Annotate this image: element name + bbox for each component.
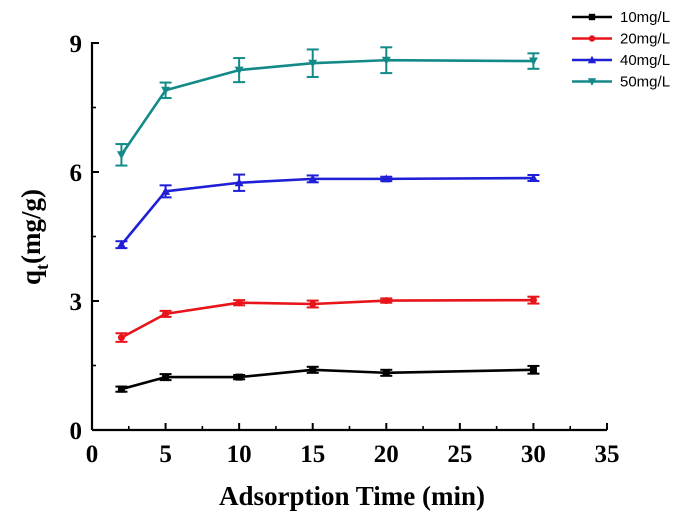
legend-marker — [588, 35, 596, 42]
data-point — [116, 240, 126, 249]
y-tick-label: 0 — [70, 418, 83, 445]
data-point — [235, 299, 243, 307]
data-point — [234, 66, 244, 75]
data-point — [235, 373, 243, 381]
data-point — [529, 366, 537, 374]
data-point — [308, 59, 318, 68]
series-line — [120, 58, 534, 156]
x-tick-label: 20 — [374, 441, 399, 468]
y-axis-title: qt(mg/g) — [16, 189, 52, 285]
y-ticks: 0 3 6 9 — [70, 31, 99, 445]
x-axis-title: Adsorption Time (min) — [219, 481, 485, 511]
y-axis-title-main: q — [16, 270, 46, 285]
data-point — [309, 366, 317, 374]
data-point — [117, 385, 125, 393]
series-20mg/L — [115, 295, 540, 343]
legend-label: 40mg/L — [620, 52, 670, 69]
data-point — [528, 57, 538, 66]
x-tick-label: 30 — [521, 441, 546, 468]
data-point — [529, 296, 537, 304]
x-tick-label: 10 — [227, 441, 252, 468]
legend-label: 10mg/L — [620, 9, 670, 26]
legend-marker — [587, 55, 597, 64]
legend-marker — [588, 13, 596, 21]
series-group — [115, 46, 540, 393]
x-tick-label: 5 — [159, 441, 172, 468]
y-axis-title-subscript: t — [32, 264, 52, 270]
data-point — [162, 373, 170, 381]
data-point — [381, 56, 391, 65]
x-ticks: 0 5 10 15 20 25 30 35 — [86, 423, 620, 468]
series-50mg/L — [115, 46, 540, 167]
x-tick-label: 0 — [86, 441, 99, 468]
y-axis-title-unit: (mg/g) — [16, 189, 46, 264]
data-point — [382, 369, 390, 377]
series-10mg/L — [115, 364, 540, 393]
y-tick-label: 3 — [70, 289, 83, 316]
data-point — [116, 151, 126, 160]
data-point — [117, 334, 125, 342]
legend-marker — [587, 78, 597, 86]
legend-label: 20mg/L — [620, 31, 670, 48]
series-40mg/L — [115, 173, 540, 250]
data-point — [161, 86, 171, 95]
data-point — [309, 300, 317, 308]
y-tick-label: 6 — [70, 160, 83, 187]
data-point — [381, 174, 391, 183]
x-tick-label: 35 — [595, 441, 620, 468]
legend-item: 40mg/L — [572, 52, 670, 69]
series-line — [120, 176, 534, 246]
data-point — [308, 174, 318, 183]
data-point — [234, 178, 244, 187]
legend: 10mg/L 20mg/L 40mg/L 50mg/L — [572, 9, 670, 91]
data-point — [162, 310, 170, 318]
legend-item: 10mg/L — [572, 9, 670, 26]
legend-label: 50mg/L — [620, 74, 670, 91]
y-tick-label: 9 — [70, 31, 83, 58]
legend-item: 50mg/L — [572, 74, 670, 91]
data-point — [528, 173, 538, 182]
series-line — [120, 298, 534, 339]
data-point — [382, 297, 390, 305]
x-tick-label: 25 — [447, 441, 472, 468]
series-line — [121, 368, 534, 391]
legend-item: 20mg/L — [572, 31, 670, 48]
x-tick-label: 15 — [300, 441, 325, 468]
data-point — [161, 186, 171, 195]
